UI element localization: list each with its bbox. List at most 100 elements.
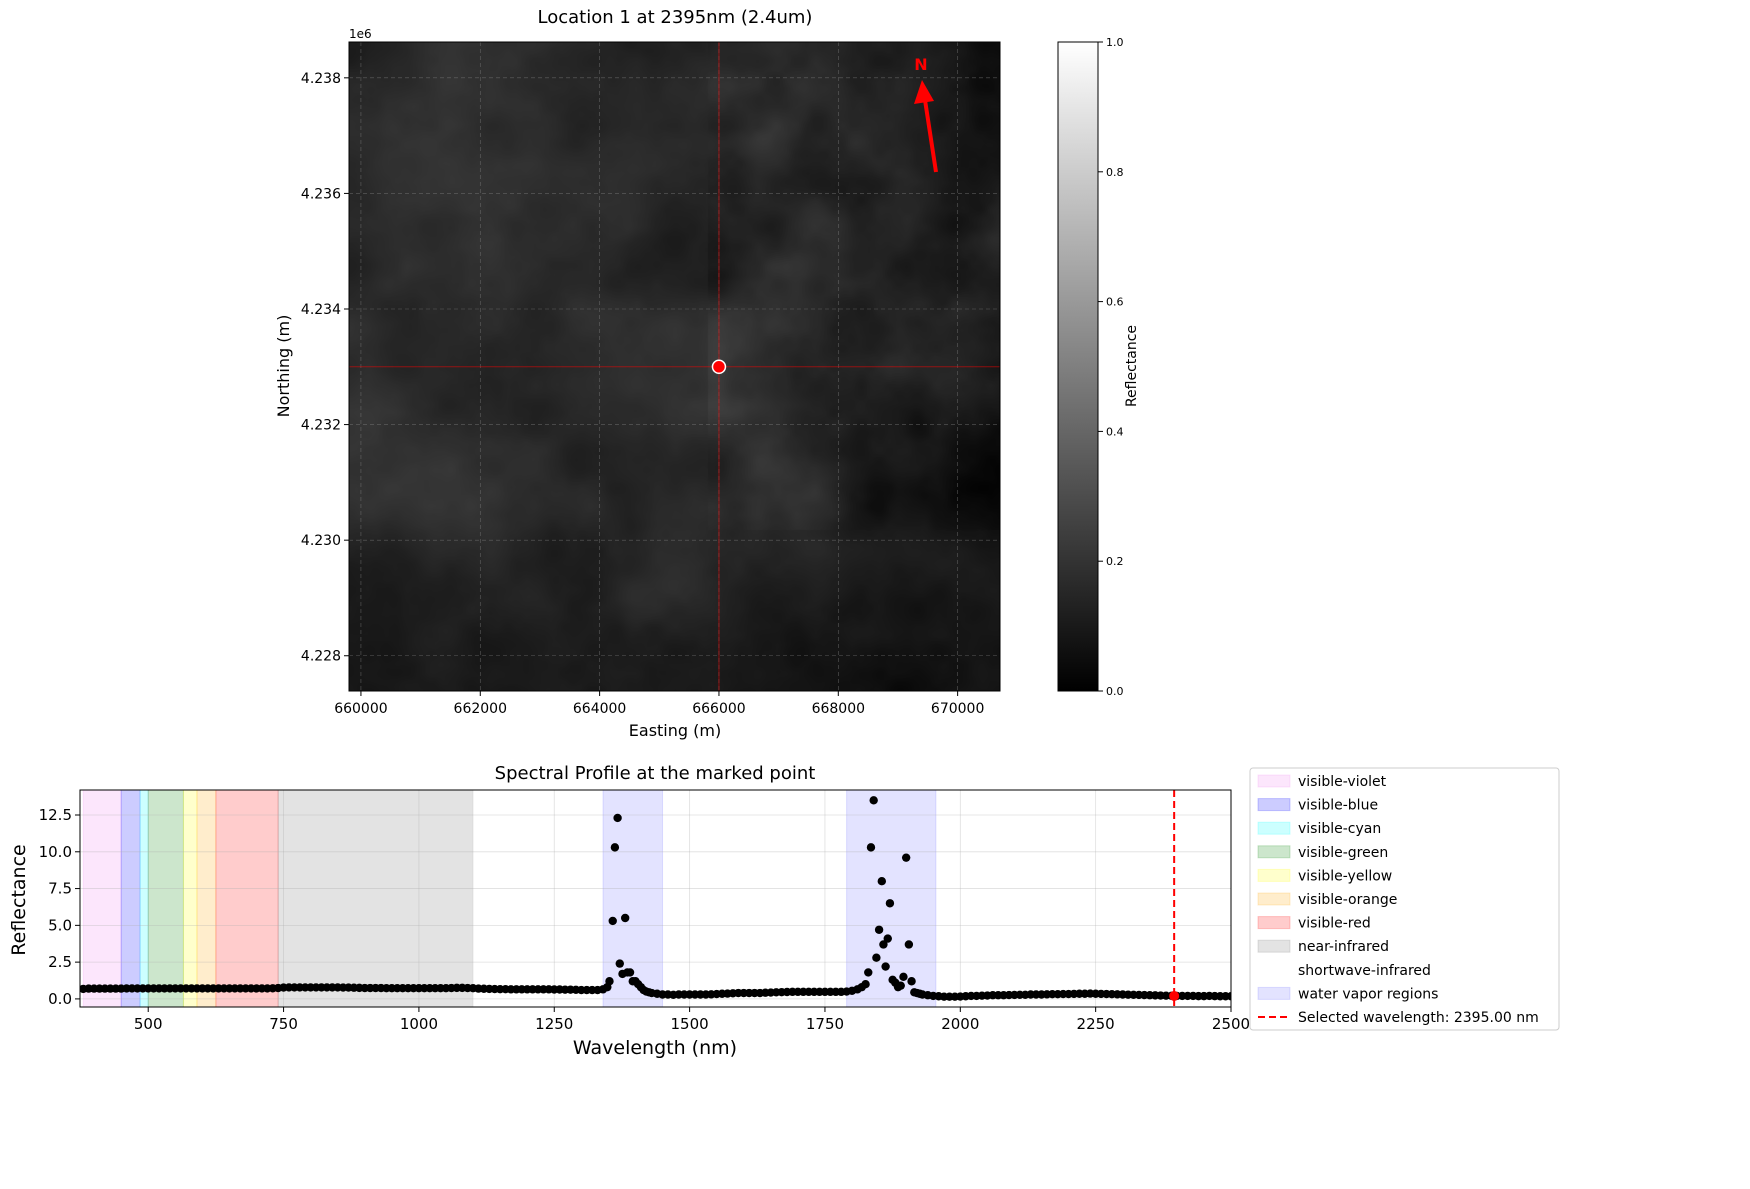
spectral-ytick-label: 10.0 — [39, 843, 72, 861]
colorbar-tick-label: 0.2 — [1106, 555, 1124, 568]
spectrum-point — [883, 934, 892, 943]
region-near-infrared — [277, 790, 474, 1007]
spectral-ylabel: Reflectance — [8, 844, 30, 955]
colorbar-tick-label: 0.4 — [1106, 425, 1124, 438]
spectral-xtick-label: 500 — [134, 1015, 163, 1033]
colorbar-tick-label: 0.0 — [1106, 685, 1124, 698]
spectral-ytick-label: 5.0 — [48, 916, 72, 934]
spectrum-point — [866, 843, 876, 852]
spectrum-point — [615, 959, 624, 968]
spectrum-point — [872, 953, 881, 962]
legend-label: visible-violet — [1298, 774, 1387, 790]
spectral-xtick-label: 750 — [269, 1015, 298, 1033]
region-visible-blue — [120, 790, 141, 1007]
spectrum-point — [885, 899, 895, 908]
legend-swatch — [1257, 798, 1291, 812]
spectral-xlabel: Wavelength (nm) — [573, 1037, 737, 1059]
map-xtick-label: 670000 — [931, 701, 984, 717]
map-ytick-label: 4.234 — [301, 302, 341, 318]
spectrum-point — [864, 968, 873, 977]
legend-swatch — [1257, 774, 1291, 788]
region-water-vapor-regions — [846, 790, 937, 1007]
map-ytick-label: 4.230 — [301, 533, 341, 549]
spectrum-point — [620, 913, 630, 923]
legend-label: visible-green — [1298, 845, 1388, 861]
spectrum-point — [613, 813, 622, 823]
map-ytick-label: 4.238 — [301, 71, 341, 87]
spectral-frame — [79, 789, 1232, 1008]
legend-label: near-infrared — [1298, 939, 1389, 955]
spectral-xtick-label: 2000 — [941, 1015, 979, 1033]
map-y-offset: 1e6 — [349, 27, 372, 41]
map-ytick-label: 4.236 — [301, 186, 341, 202]
spectrum-point — [1226, 992, 1231, 1001]
north-arrow-label: N — [914, 55, 927, 74]
legend-label: visible-orange — [1298, 892, 1397, 908]
spectrum-point — [869, 796, 878, 805]
selected-wavelength-point — [1169, 990, 1180, 1001]
map-ytick-label: 4.232 — [301, 418, 341, 434]
spectrum-point — [879, 940, 888, 949]
map-axes: 660000 662000 664000 666000 668000 670000 4.22… — [301, 41, 1001, 717]
colorbar: 0.0 0.2 0.4 0.6 0.8 1.0 — [1057, 36, 1124, 698]
legend-label: Selected wavelength: 2395.00 nm — [1298, 1010, 1539, 1026]
spectral-title: Spectral Profile at the marked point — [495, 763, 816, 784]
spectral-xtick-label: 2500 — [1212, 1015, 1250, 1033]
map-frame — [348, 41, 1001, 692]
spectral-xtick-label: 1750 — [806, 1015, 844, 1033]
spectrum-point — [896, 981, 905, 990]
legend-swatch — [1257, 868, 1291, 882]
map-ylabel: Northing (m) — [274, 315, 293, 418]
legend-label: visible-cyan — [1298, 821, 1381, 837]
legend-swatch — [1257, 892, 1291, 906]
spectrum-point — [881, 962, 890, 971]
marked-point — [711, 359, 727, 375]
legend-swatch — [1257, 821, 1291, 835]
legend-swatch — [1257, 939, 1291, 953]
spectral-ytick-label: 7.5 — [48, 880, 72, 898]
colorbar-bar — [1057, 41, 1099, 692]
spectral-plot-area — [80, 790, 1231, 1007]
legend-swatch — [1257, 963, 1291, 977]
region-visible-orange — [196, 790, 217, 1007]
map-xtick-label: 668000 — [812, 701, 865, 717]
colorbar-tick-label: 0.6 — [1106, 296, 1124, 309]
region-visible-green — [147, 790, 184, 1007]
colorbar-tick-label: 1.0 — [1106, 36, 1124, 49]
spectrum-point — [610, 843, 620, 852]
map-ytick-label: 4.228 — [301, 649, 341, 665]
spectral-ytick-label: 0.0 — [48, 990, 72, 1008]
spectral-xtick-label: 1250 — [535, 1015, 573, 1033]
north-arrow-shaft — [923, 99, 938, 173]
north-arrow-icon — [914, 80, 934, 104]
spectrum-point — [605, 977, 614, 986]
spectral-axes: 500 750 1000 1250 1500 1750 2000 2250 2500 0.0 2.5… — [39, 789, 1250, 1033]
spectrum-point — [899, 972, 908, 982]
spectral-ytick-label: 2.5 — [48, 953, 72, 971]
legend-label: water vapor regions — [1298, 986, 1438, 1002]
legend-swatch — [1257, 916, 1291, 930]
legend: visible-violet visible-blue visible-cyan vi… — [1249, 767, 1560, 1031]
spectrum-point — [608, 916, 617, 926]
spectrum-point — [861, 979, 870, 989]
legend-label: shortwave-infrared — [1298, 963, 1431, 979]
legend-swatch — [1257, 845, 1291, 859]
spectral-xtick-label: 2250 — [1077, 1015, 1115, 1033]
map-xtick-label: 664000 — [573, 701, 626, 717]
legend-label: visible-yellow — [1298, 868, 1392, 884]
region-shortwave-infrared — [472, 790, 1231, 1007]
region-visible-red — [215, 790, 279, 1007]
colorbar-tick-label: 0.8 — [1106, 166, 1124, 179]
spectrum-point — [901, 853, 911, 862]
spectral-ytick-label: 12.5 — [39, 806, 72, 824]
region-visible-yellow — [182, 790, 198, 1007]
map-title: Location 1 at 2395nm (2.4um) — [538, 7, 813, 28]
map-xtick-label: 662000 — [454, 701, 507, 717]
spectrum-point — [625, 968, 635, 977]
legend-box — [1249, 767, 1560, 1031]
region-visible-violet — [82, 790, 122, 1007]
spectrum-point — [874, 925, 884, 934]
spectrum-point — [904, 940, 914, 949]
colorbar-label: Reflectance — [1124, 325, 1140, 407]
